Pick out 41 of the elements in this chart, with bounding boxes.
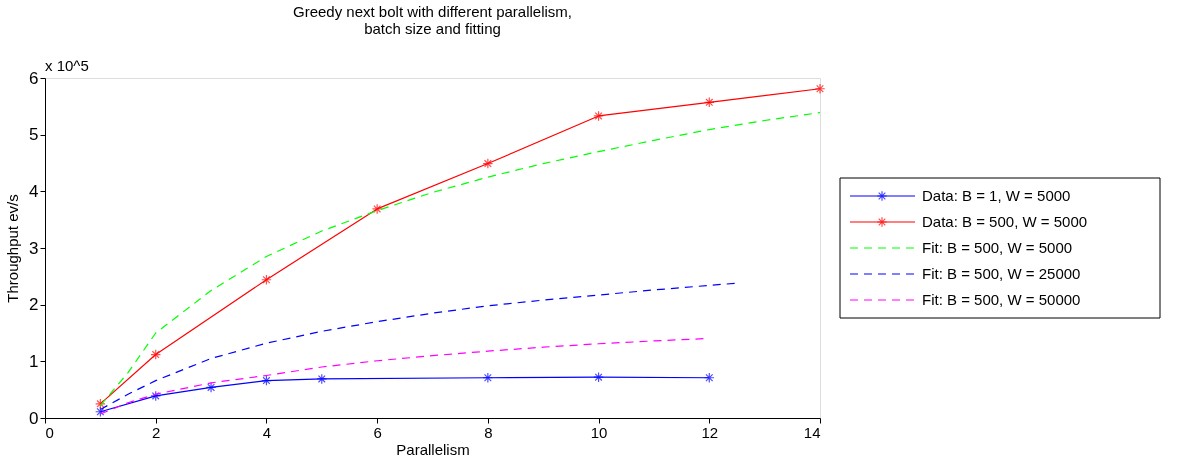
x-tick-label: 14 [803,423,821,441]
point [703,97,715,108]
point [261,375,272,386]
x-tick-label: 0 [45,423,54,441]
point [593,371,604,383]
legend-label: Fit: B = 500, W = 5000 [922,239,1073,256]
point [150,349,162,360]
y-tick-label: 0 [29,408,39,428]
point [371,203,383,215]
x-tick-label: 4 [262,423,272,441]
legend-label: Data: B = 1, W = 5000 [922,187,1071,204]
y-axis-title: Throughput ev/s [4,194,22,303]
text: x 10^5 [45,57,89,74]
x-axis-title: Parallelism [396,440,470,458]
point [261,274,272,286]
point [95,406,106,418]
legend-label: Fit: B = 500, W = 25000 [922,265,1081,282]
point [482,372,494,384]
x-tick-label: 6 [373,423,382,441]
x-tick-label: 8 [484,423,493,441]
x-tick-label: 2 [152,423,161,441]
y-tick-label: 3 [29,238,39,258]
legend-label: Data: B = 500, W = 5000 [922,213,1088,230]
chart-title: Greedy next bolt with different parallelism, batch size and fitting [292,3,573,37]
y-tick-label: 6 [29,68,39,88]
legend-label: Fit: B = 500, W = 50000 [922,291,1081,308]
point [593,110,604,122]
point [150,390,162,402]
y-tick-label: 1 [29,351,39,371]
y-tick-label: 4 [29,181,39,201]
point [814,83,826,95]
x-tick-label: 10 [590,423,608,441]
point [482,158,494,169]
point [95,398,106,410]
point [205,382,217,393]
point [703,372,715,384]
y-tick-label: 2 [29,295,39,315]
y-tick-label: 5 [29,125,39,145]
line-series [99,338,705,415]
point [316,373,328,385]
x-tick-label: 12 [701,423,719,441]
